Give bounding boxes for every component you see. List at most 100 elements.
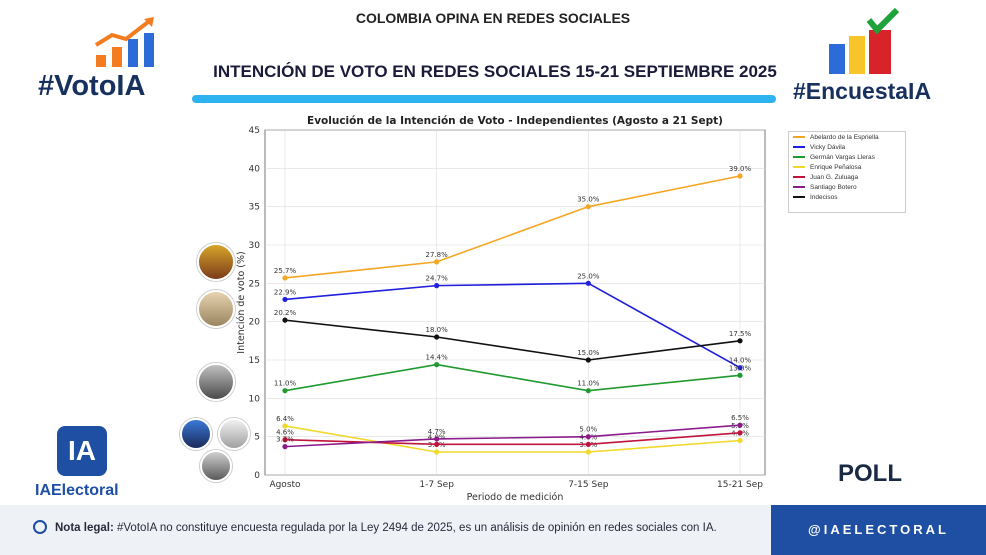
y-tick-label: 30 [249,241,261,251]
x-tick-label: Agosto [269,480,301,490]
data-label: 6.5% [731,414,749,422]
data-point [585,204,591,210]
legend-label: Vicky Dávila [810,143,846,151]
data-point [585,449,591,455]
data-label: 22.9% [274,288,297,296]
line-chart: Evolución de la Intención de Voto - Inde… [236,115,766,503]
x-axis-label: Periodo de medición [467,492,564,503]
legend-label: Enrique Peñalosa [810,163,862,171]
x-tick-label: 1-7 Sep [419,480,454,490]
data-label: 20.2% [274,309,297,317]
legend-item: Enrique Peñalosa [789,162,905,172]
data-point [585,441,591,447]
data-point [737,173,743,179]
series-line [284,424,741,448]
legend-swatch [793,176,805,178]
legend-swatch [793,136,805,138]
legend-swatch [793,146,805,148]
data-point [434,441,440,447]
legend-label: Juan G. Zuluaga [810,173,859,181]
avatar [180,418,212,450]
avatar [197,363,235,401]
legend-item: Indecisos [789,192,905,202]
top-title: COLOMBIA OPINA EN REDES SOCIALES [355,10,631,26]
ia-logo: IA [57,426,107,476]
bar-growth-icon [94,17,154,67]
data-point [434,334,440,340]
data-point [434,449,440,455]
globe-icon [33,520,47,534]
data-label: 14.4% [426,354,449,362]
avatar [197,243,235,281]
legend-swatch [793,186,805,188]
series-line [284,175,741,279]
avatar [200,450,232,482]
data-point [434,436,440,442]
data-label: 35.0% [577,196,600,204]
data-point [282,444,288,450]
data-point [737,365,743,371]
data-point [585,388,591,394]
data-label: 13.0% [729,364,752,372]
brand-right: #EncuestaIA [793,78,932,104]
data-label: 3.7% [276,436,294,444]
data-label: 14.0% [729,357,752,365]
data-point [737,372,743,378]
data-point [434,259,440,265]
main-title: INTENCIÓN DE VOTO EN REDES SOCIALES 15-2… [213,62,777,81]
y-tick-label: 0 [254,471,260,481]
data-point [585,357,591,363]
ballot-check-icon [829,8,900,74]
avatar [218,418,250,450]
legend-swatch [793,166,805,168]
y-tick-label: 35 [249,203,260,213]
legend-item: Santiago Botero [789,182,905,192]
data-label: 4.7% [428,428,446,436]
legend-label: Santiago Botero [810,183,857,191]
y-tick-label: 45 [249,126,260,136]
data-point [282,388,288,394]
y-tick-label: 10 [249,394,261,404]
data-label: 15.0% [577,349,600,357]
legend-label: Abelardo de la Espriella [810,133,879,141]
x-tick-label: 7-15 Sep [568,480,609,490]
data-point [282,423,288,429]
data-label: 17.5% [729,330,752,338]
y-tick-label: 40 [249,164,261,174]
legal-note: Nota legal: #VotoIA no constituye encues… [55,522,717,534]
data-label: 24.7% [426,275,449,283]
y-tick-label: 5 [254,433,260,443]
plot-frame [264,129,766,476]
data-label: 11.0% [274,380,297,388]
data-point [282,437,288,443]
legal-note-text: #VotoIA no constituye encuesta regulada … [113,522,717,534]
legend-label: Indecisos [810,193,838,201]
x-tick-label: 15-21 Sep [717,480,763,490]
data-label: 11.0% [577,380,600,388]
social-handle[interactable]: @IAELECTORAL [771,505,986,555]
data-label: 25.0% [577,272,600,280]
data-point [585,280,591,286]
legend-item: Germán Vargas Lleras [789,152,905,162]
y-axis-label: Intención de voto (%) [236,251,247,353]
series-line [284,363,741,392]
data-label: 5.0% [579,426,597,434]
brand-left: #VotoIA [38,70,146,102]
data-point [737,430,743,436]
data-label: 27.8% [426,251,449,259]
legend-swatch [793,196,805,198]
data-point [434,283,440,289]
legal-note-label: Nota legal: [55,522,114,534]
data-point [737,338,743,344]
data-point [434,362,440,368]
legend-item: Juan G. Zuluaga [789,172,905,182]
series-line [284,319,741,361]
chart-area: Evolución de la Intención de Voto - Inde… [230,108,770,503]
series-line [284,282,741,369]
legend-swatch [793,156,805,158]
title-underline [192,95,776,103]
chart-title: Evolución de la Intención de Voto - Inde… [307,115,723,127]
data-point [585,434,591,440]
data-label: 25.7% [274,267,297,275]
legend-item: Abelardo de la Espriella [789,132,905,142]
